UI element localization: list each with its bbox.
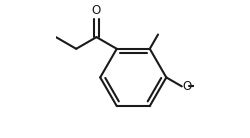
Text: O: O xyxy=(92,4,101,17)
Text: O: O xyxy=(182,80,192,93)
